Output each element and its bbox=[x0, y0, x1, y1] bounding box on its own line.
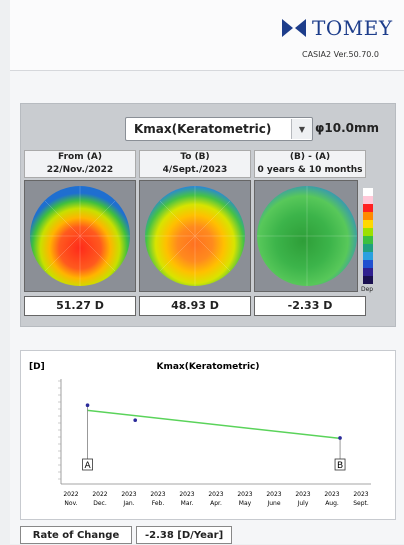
column-date: 4/Sept./2023 bbox=[162, 165, 228, 175]
rate-label: Rate of Change bbox=[20, 526, 132, 544]
column-label: To (B) bbox=[180, 152, 210, 162]
column-label: (B) - (A) bbox=[289, 152, 331, 162]
marker-a-box[interactable] bbox=[82, 458, 93, 471]
x-tick-year: 2023 bbox=[295, 491, 310, 498]
x-tick-month: Jan. bbox=[122, 500, 134, 507]
chart-unit-label: [D] bbox=[29, 362, 45, 372]
x-tick-month: July bbox=[297, 500, 309, 507]
x-tick-year: 2023 bbox=[121, 491, 136, 498]
model-line: CASIA2 Ver.50.70.0 bbox=[302, 50, 380, 59]
rate-of-change: Rate of Change -2.38 [D/Year] bbox=[20, 526, 233, 544]
trend-chart: [D] Kmax(Keratometric) 2022Nov.2022Dec.2… bbox=[29, 362, 371, 507]
scale-unit: Dep bbox=[361, 286, 374, 293]
column-label: From (A) bbox=[58, 152, 102, 162]
x-tick-month: Dec. bbox=[93, 500, 107, 507]
x-tick-month: June bbox=[266, 500, 280, 507]
value-difference: -2.33 D bbox=[254, 296, 366, 316]
rate-value: -2.38 [D/Year] bbox=[136, 526, 233, 544]
x-labels: 2022 Nov. 2022 Dec. 2023 Jan. 2023 Feb. 2023 Mar.… bbox=[63, 491, 369, 507]
x-tick-month: Sept. bbox=[353, 500, 369, 507]
topography-map-difference[interactable] bbox=[254, 180, 358, 292]
map-image bbox=[257, 186, 357, 286]
x-tick-year: 2022 bbox=[63, 491, 78, 498]
data-point[interactable] bbox=[133, 418, 138, 422]
column-to-header: To (B) 4/Sept./2023 bbox=[139, 150, 251, 178]
column-diff-header: (B) - (A) 0 years & 10 months bbox=[254, 150, 366, 178]
x-tick-year: 2023 bbox=[353, 491, 368, 498]
difference-color-scale bbox=[363, 188, 373, 284]
x-tick-month: Aug. bbox=[325, 500, 339, 507]
x-tick-month: Apr. bbox=[210, 500, 222, 507]
logo-icon bbox=[282, 19, 306, 37]
x-tick-year: 2023 bbox=[150, 491, 165, 498]
chevron-down-icon[interactable]: ▼ bbox=[291, 119, 312, 139]
x-tick-month: Feb. bbox=[152, 500, 165, 507]
marker-b-label: B bbox=[337, 461, 343, 471]
x-tick-year: 2023 bbox=[266, 491, 281, 498]
data-point[interactable] bbox=[338, 436, 342, 440]
x-tick-month: Mar. bbox=[181, 500, 194, 507]
topography-map-to[interactable] bbox=[139, 180, 251, 292]
marker-a-label: A bbox=[84, 461, 91, 471]
x-tick-year: 2022 bbox=[92, 491, 107, 498]
trend-chart-panel: [D] Kmax(Keratometric) 2022 Nov. 2022 Dec. 2… bbox=[20, 350, 396, 520]
chart-title: Kmax(Keratometric) bbox=[156, 362, 259, 372]
value-from: 51.27 D bbox=[24, 296, 136, 316]
diameter-label: φ10.0mm bbox=[315, 121, 380, 135]
x-tick-year: 2023 bbox=[237, 491, 252, 498]
marker-b-box[interactable] bbox=[334, 458, 346, 471]
header-divider bbox=[10, 70, 404, 71]
x-tick-month: Nov. bbox=[64, 500, 77, 507]
topography-map-from[interactable] bbox=[24, 180, 136, 292]
x-tick-month: May bbox=[239, 500, 252, 507]
column-date: 22/Nov./2022 bbox=[46, 165, 114, 175]
x-tick-year: 2023 bbox=[324, 491, 339, 498]
column-date: 0 years & 10 months bbox=[257, 165, 363, 175]
map-type-value: Kmax(Keratometric) bbox=[134, 122, 272, 136]
data-points bbox=[85, 403, 342, 440]
y-ticks bbox=[58, 380, 61, 480]
column-from-header: From (A) 22/Nov./2022 bbox=[24, 150, 136, 178]
map-type-dropdown[interactable]: Kmax(Keratometric) ▼ bbox=[125, 117, 313, 141]
header: TOMEY CASIA2 Ver.50.70.0 bbox=[10, 0, 404, 70]
map-image bbox=[145, 186, 245, 286]
x-tick-year: 2023 bbox=[208, 491, 223, 498]
comparison-panel: Kmax(Keratometric) ▼ φ10.0mm From (A) 22… bbox=[20, 103, 396, 327]
brand-name: TOMEY bbox=[312, 16, 393, 40]
data-point[interactable] bbox=[85, 403, 90, 408]
brand-logo: TOMEY bbox=[280, 16, 393, 40]
value-to: 48.93 D bbox=[139, 296, 251, 316]
x-tick-year: 2023 bbox=[179, 491, 194, 498]
app-frame: TOMEY CASIA2 Ver.50.70.0 Kmax(Keratometr… bbox=[10, 0, 404, 544]
trend-line bbox=[87, 409, 341, 440]
map-image bbox=[30, 186, 130, 286]
